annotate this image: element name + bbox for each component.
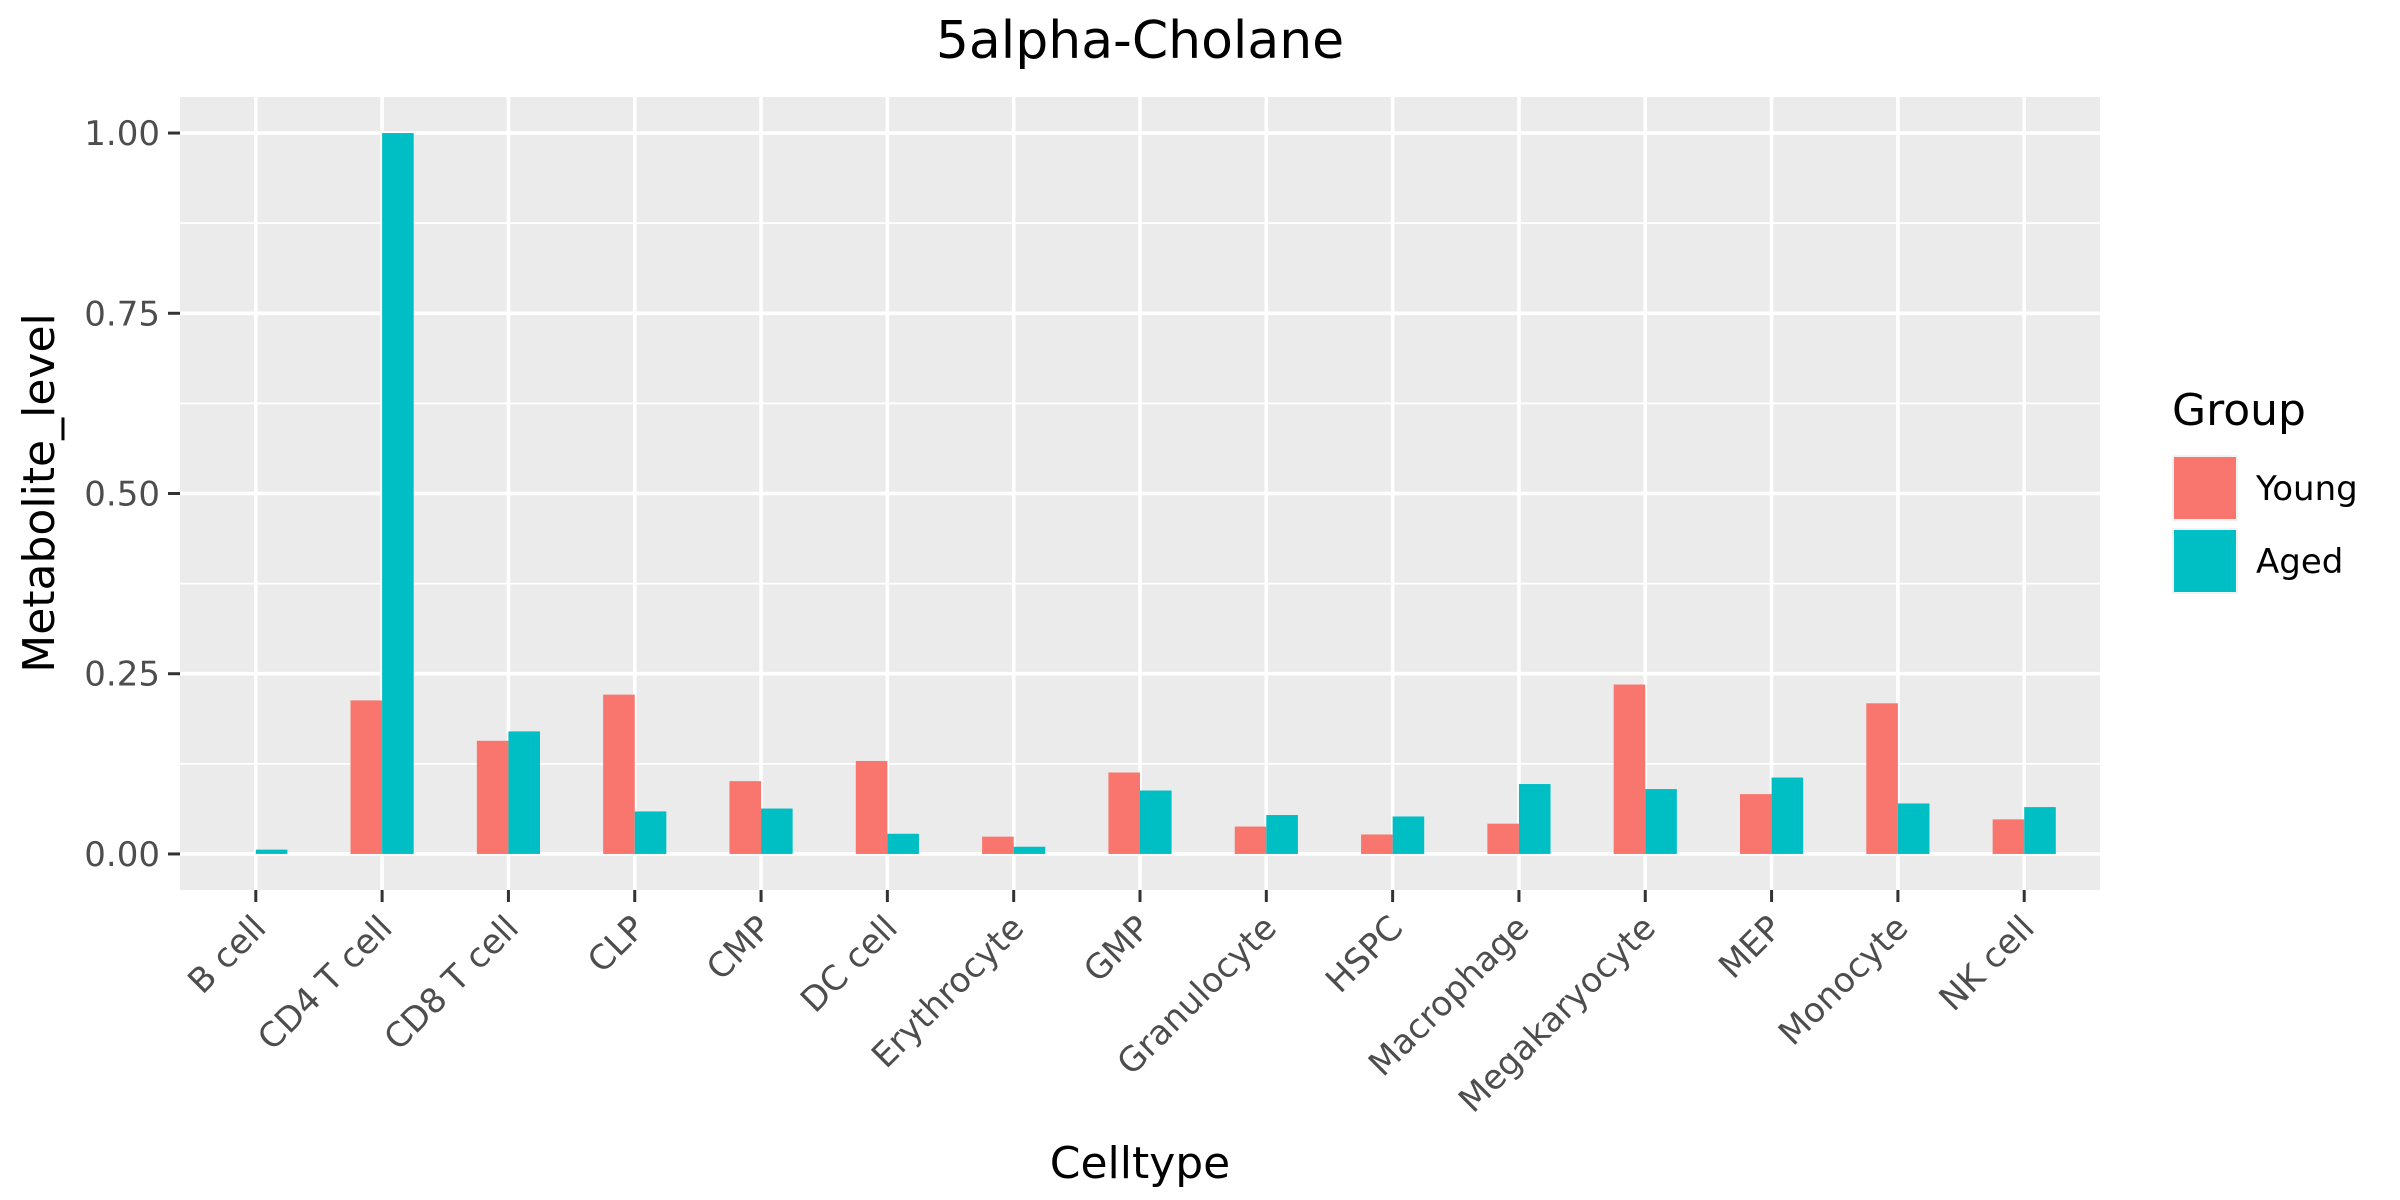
- x-tick-label: CD8 T cell: [377, 908, 527, 1058]
- bar-aged: [761, 808, 793, 854]
- legend: Group Young Aged: [2172, 385, 2358, 594]
- x-tick-label: MEP: [1711, 908, 1790, 987]
- bar-aged: [1771, 777, 1804, 854]
- bar-young: [476, 740, 509, 854]
- y-axis: 0.00 0.25 0.50 0.75 1.00: [84, 114, 180, 875]
- y-tick-label: 0.75: [84, 294, 160, 334]
- bar-young: [350, 700, 383, 854]
- bar-aged: [887, 833, 919, 854]
- x-tick-label: CD4 T cell: [250, 908, 400, 1058]
- bar-aged: [255, 849, 288, 854]
- y-axis-title: Metabolite_level: [14, 313, 65, 673]
- y-tick-label: 0.00: [84, 835, 160, 875]
- x-tick-label: DC cell: [793, 908, 906, 1021]
- legend-key-aged: [2174, 530, 2236, 592]
- bar-aged: [508, 731, 540, 854]
- legend-title: Group: [2172, 385, 2306, 436]
- bar-young: [1234, 826, 1267, 854]
- bar-young: [603, 694, 635, 854]
- bar-aged: [634, 811, 667, 854]
- bar-aged: [1266, 815, 1298, 854]
- y-tick-label: 0.50: [84, 475, 160, 515]
- bar-young: [1361, 834, 1393, 854]
- bar-young: [855, 760, 888, 854]
- x-tick-label: GMP: [1076, 908, 1158, 990]
- y-tick-label: 1.00: [84, 114, 160, 154]
- bar-aged: [1013, 846, 1046, 854]
- bar-young: [1108, 772, 1140, 854]
- legend-label: Aged: [2256, 542, 2343, 582]
- bar-aged: [1645, 789, 1677, 854]
- bar-young: [982, 836, 1014, 854]
- bar-young: [1613, 684, 1646, 854]
- x-tick-label: HSPC: [1318, 908, 1411, 1001]
- x-axis-title: Celltype: [1050, 1138, 1231, 1189]
- bars: [255, 133, 2056, 854]
- bar-young: [1740, 794, 1772, 854]
- x-tick-label: B cell: [180, 908, 274, 1002]
- x-tick-label: Monocyte: [1771, 908, 1916, 1053]
- x-tick-label: CLP: [580, 908, 653, 981]
- bar-aged: [1518, 784, 1551, 854]
- bar-aged: [382, 133, 414, 854]
- x-tick-label: NK cell: [1932, 908, 2043, 1019]
- bar-aged: [2024, 807, 2056, 854]
- bar-young: [1487, 823, 1519, 854]
- bar-aged: [1140, 790, 1172, 854]
- legend-key-young: [2174, 457, 2236, 519]
- chart-title: 5alpha-Cholane: [936, 11, 1344, 71]
- bar-young: [1992, 819, 2025, 854]
- bar-young: [729, 781, 762, 854]
- x-tick-label: CMP: [699, 908, 779, 988]
- legend-label: Young: [2255, 469, 2358, 509]
- bar-young: [1866, 703, 1898, 854]
- bar-aged: [1897, 803, 1930, 854]
- bar-aged: [1392, 816, 1425, 854]
- y-tick-label: 0.25: [84, 655, 160, 695]
